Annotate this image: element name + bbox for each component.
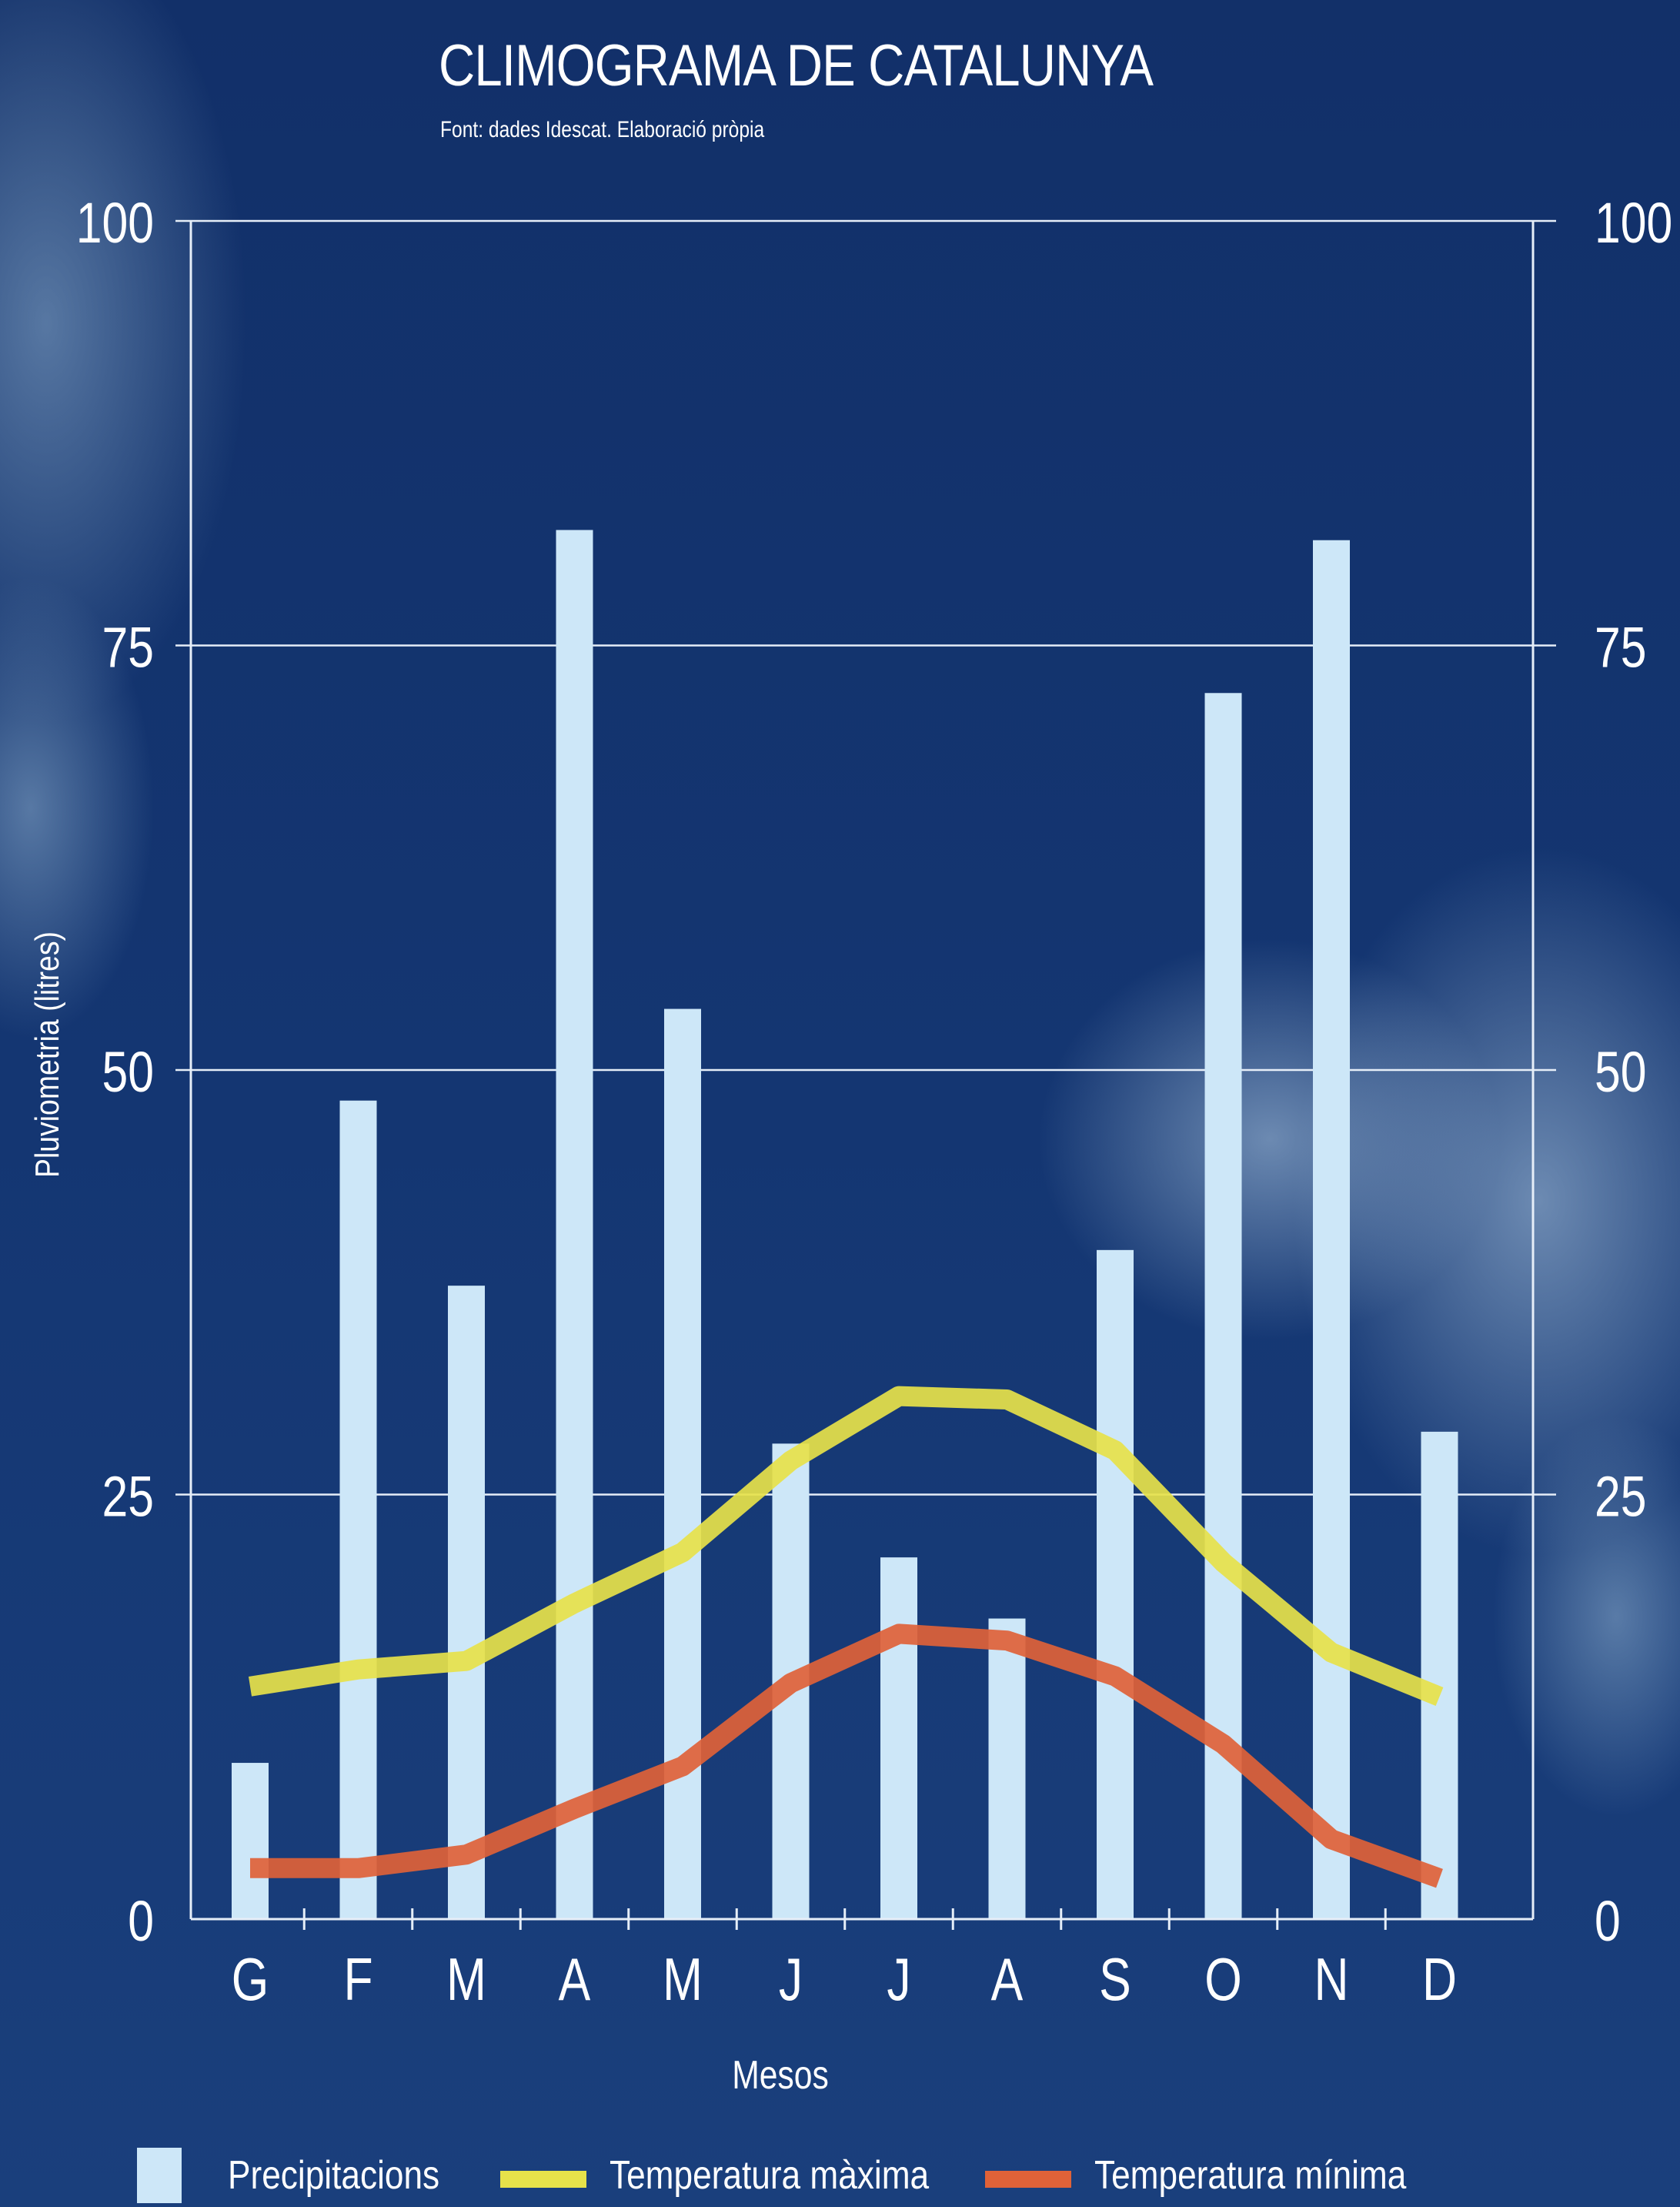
- y-tick-label-left: 100: [76, 192, 154, 255]
- y-tick-label-right: 0: [1595, 1890, 1621, 1953]
- legend-label-max-temperature: Temperatura màxima: [610, 2153, 930, 2198]
- precipitation-bar: [880, 1557, 917, 1919]
- x-tick-label: A: [559, 1945, 591, 2012]
- y-tick-label-right: 100: [1595, 192, 1672, 255]
- y-axis-title: Pluviometria (litres): [28, 931, 66, 1178]
- precipitation-bar: [988, 1618, 1026, 1919]
- precipitation-bar: [232, 1763, 269, 1919]
- y-tick-label-right: 50: [1595, 1041, 1646, 1104]
- x-tick-label: D: [1422, 1945, 1457, 2012]
- x-tick-label: G: [232, 1945, 269, 2012]
- precipitation-bar: [1204, 693, 1242, 1919]
- legend: Precipitacions Temperatura màxima Temper…: [0, 2148, 1680, 2207]
- x-tick-label: F: [343, 1945, 372, 2012]
- x-tick-label: O: [1204, 1945, 1242, 2012]
- x-tick-label: N: [1314, 1945, 1348, 2012]
- precipitation-bars: [232, 530, 1458, 1920]
- y-tick-label-left: 50: [102, 1041, 154, 1104]
- x-axis-title: Mesos: [732, 2053, 829, 2098]
- axes: [189, 221, 1535, 1930]
- chart-subtitle: Font: dades Idescat. Elaboració pròpia: [440, 117, 765, 142]
- legend-label-min-temperature: Temperatura mínima: [1094, 2153, 1407, 2198]
- x-tick-label: M: [663, 1945, 703, 2012]
- precipitation-bar: [1097, 1249, 1134, 1919]
- x-tick-label: A: [991, 1945, 1024, 2012]
- precipitation-bar: [1313, 540, 1350, 1919]
- x-tick-label: J: [779, 1945, 803, 2012]
- precipitation-bar: [448, 1286, 485, 1919]
- precipitation-bar: [664, 1008, 701, 1919]
- legend-swatch-min-line: [985, 2171, 1071, 2188]
- x-tick-label: J: [887, 1945, 910, 2012]
- y-tick-label-left: 75: [102, 617, 154, 680]
- y-tick-label-right: 75: [1595, 617, 1646, 680]
- legend-label-precipitation: Precipitacions: [228, 2153, 440, 2198]
- y-tick-label-left: 25: [102, 1466, 154, 1529]
- max-temperature-line: [248, 1386, 1444, 1707]
- precipitation-bar: [1421, 1431, 1458, 1919]
- chart-title: CLIMOGRAMA DE CATALUNYA: [439, 33, 1154, 99]
- min-temperature-line: [250, 1623, 1443, 1888]
- x-tick-label: M: [446, 1945, 486, 2012]
- precipitation-bar: [339, 1100, 377, 1919]
- axis-labels: 0 0 25 25 50 50 75 75 100 100 G F M A M J J A S O N D Mesos Plu…: [28, 192, 1672, 2098]
- y-tick-label-right: 25: [1595, 1466, 1646, 1529]
- precipitation-bar: [556, 530, 593, 1920]
- x-tick-label: S: [1099, 1945, 1131, 2012]
- temperature-lines: [248, 1386, 1444, 1888]
- legend-swatch-bar: [137, 2148, 182, 2203]
- legend-swatch-max-line: [500, 2171, 586, 2188]
- y-tick-label-left: 0: [128, 1890, 154, 1953]
